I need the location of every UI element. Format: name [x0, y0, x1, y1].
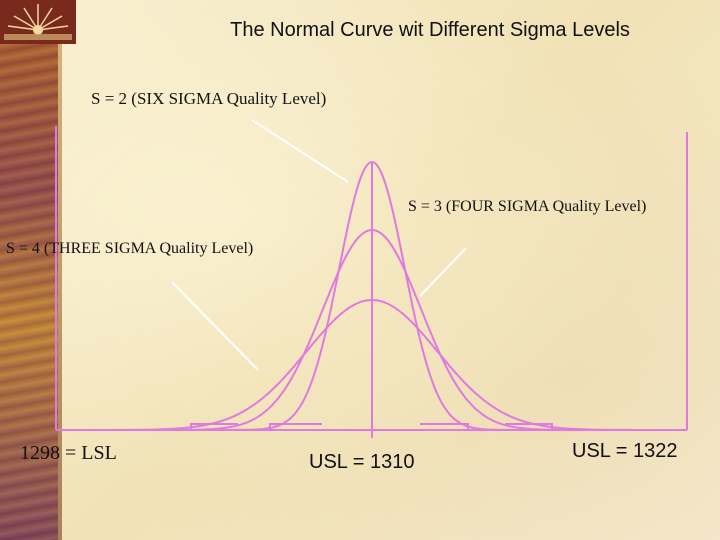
curve-sigma4 — [56, 298, 686, 431]
label-sigma3: S = 3 (FOUR SIGMA Quality Level) — [408, 198, 647, 215]
label-sigma4: S = 4 (THREE SIGMA Quality Level) — [6, 240, 254, 257]
label-mean: USL = 1310 — [309, 451, 415, 473]
pointer-sigma4 — [171, 281, 259, 371]
pointer-sigma2 — [251, 119, 349, 183]
label-lsl: 1298 = LSL — [20, 442, 117, 464]
sunburst-logo-icon — [0, 0, 76, 44]
decorative-side-band — [0, 0, 58, 540]
pointer-sigma3 — [419, 247, 467, 297]
label-usl: USL = 1322 — [572, 440, 678, 462]
label-sigma2: S = 2 (SIX SIGMA Quality Level) — [91, 89, 327, 108]
band-edge-divider — [58, 0, 62, 540]
corner-logo — [0, 0, 76, 44]
slide-title: The Normal Curve wit Different Sigma Lev… — [230, 19, 630, 41]
step-sigma2-right — [420, 423, 469, 430]
